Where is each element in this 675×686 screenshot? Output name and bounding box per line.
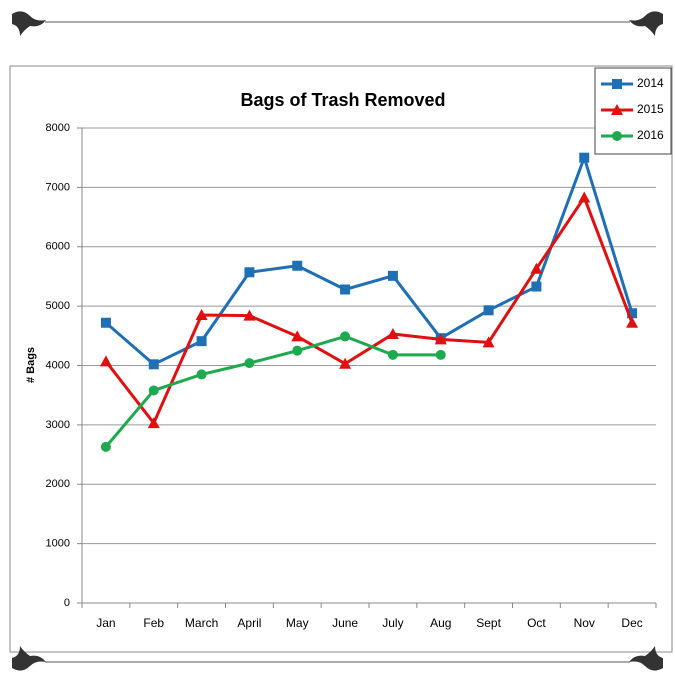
ornament-bottom: [12, 646, 663, 671]
point: [243, 309, 256, 321]
series-line: [104, 334, 441, 448]
y-tick-label: 7000: [46, 181, 70, 193]
y-tick-label: 3000: [46, 419, 70, 431]
x-tick-label: Sept: [476, 616, 501, 630]
x-tick-label: March: [185, 616, 218, 630]
point: [244, 358, 255, 369]
point: [340, 331, 351, 342]
y-tick-label: 0: [64, 597, 70, 609]
x-tick-label: Dec: [621, 616, 642, 630]
point: [291, 330, 304, 342]
x-tick-label: June: [332, 616, 358, 630]
x-tick-label: Nov: [574, 616, 595, 630]
x-tick-label: Feb: [143, 616, 164, 630]
point: [100, 441, 111, 452]
point: [435, 349, 446, 360]
point: [339, 357, 352, 369]
point: [196, 369, 207, 380]
point: [99, 355, 112, 367]
legend-label: 2016: [637, 128, 664, 142]
legend-marker: [612, 79, 622, 89]
series-line: [104, 156, 634, 366]
legend-marker: [612, 131, 622, 141]
point: [626, 316, 639, 328]
point: [483, 305, 494, 316]
point: [148, 385, 159, 396]
point: [531, 281, 542, 292]
y-tick-label: 6000: [46, 241, 70, 253]
legend-label: 2014: [637, 76, 664, 90]
point: [196, 336, 207, 347]
y-tick-label: 4000: [46, 359, 70, 371]
point: [195, 309, 208, 321]
chart-frame: [9, 65, 673, 653]
x-tick-label: Aug: [430, 616, 451, 630]
point: [627, 308, 638, 319]
point: [148, 359, 159, 370]
y-tick-label: 8000: [46, 122, 70, 134]
point: [387, 270, 398, 281]
x-tick-label: April: [237, 616, 261, 630]
point: [530, 262, 543, 274]
y-tick-label: 1000: [46, 538, 70, 550]
legend-marker: [611, 104, 623, 115]
point: [387, 349, 398, 360]
x-tick-label: Jan: [96, 616, 115, 630]
y-tick-label: 2000: [46, 478, 70, 490]
legend-label: 2015: [637, 102, 664, 116]
point: [578, 191, 591, 203]
x-tick-label: Oct: [527, 616, 546, 630]
x-tick-label: May: [286, 616, 309, 630]
ornament-top: [12, 11, 663, 36]
point: [386, 328, 399, 340]
point: [482, 336, 495, 348]
point: [434, 333, 447, 345]
point: [147, 417, 160, 429]
y-axis-label: # Bags: [25, 347, 37, 383]
chart-title: Bags of Trash Removed: [240, 90, 445, 110]
x-tick-label: July: [382, 616, 403, 630]
point: [292, 260, 303, 271]
point: [244, 267, 255, 278]
y-tick-label: 5000: [46, 300, 70, 312]
point: [100, 317, 111, 328]
point: [579, 152, 590, 163]
point: [292, 345, 303, 356]
series-line: [104, 195, 634, 425]
point: [340, 284, 351, 295]
